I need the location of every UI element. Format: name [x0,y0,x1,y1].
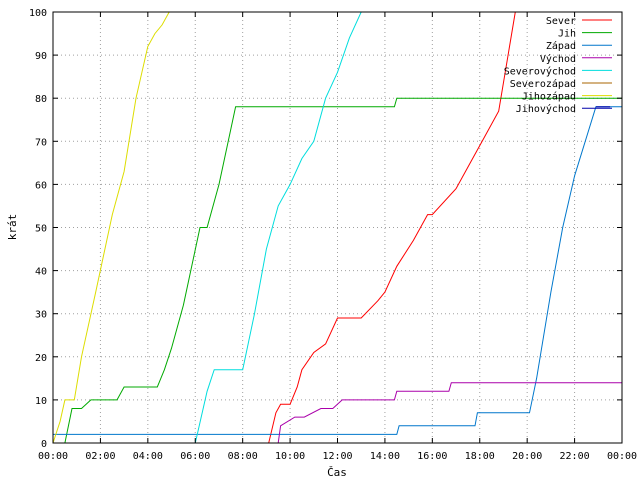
legend-label: Sever [546,16,576,27]
series-line-7 [52,11,622,444]
y-tick-label: 50 [35,224,47,235]
x-tick-label: 00:00 [607,451,637,462]
y-tick-label: 100 [29,8,47,19]
y-tick-label: 90 [35,51,47,62]
legend-label: Severozápad [510,78,576,90]
legend-label: Jihozápad [522,91,576,103]
series-layer [52,11,622,444]
x-tick-label: 08:00 [228,451,258,462]
x-tick-label: 14:00 [370,451,400,462]
y-tick-label: 80 [35,94,47,105]
x-tick-label: 00:00 [38,451,68,462]
y-tick-label: 60 [35,180,47,191]
x-tick-label: 02:00 [85,451,115,462]
y-tick-label: 10 [35,396,47,407]
x-tick-label: 12:00 [322,451,352,462]
ticks: 0 10 20 30 40 50 60 70 80 90 100 00:00 02:00 04:00 06:… [29,8,637,462]
series-line-5 [194,11,364,444]
y-axis-title: krát [6,214,19,241]
legend-label: Jihovýchod [516,103,576,115]
series-line-2 [53,97,622,444]
x-axis-title: Čas [327,466,347,479]
series-line-1 [268,11,516,444]
x-tick-label: 18:00 [465,451,495,462]
x-tick-label: 22:00 [560,451,590,462]
y-tick-label: 0 [41,439,47,450]
x-tick-label: 20:00 [512,451,542,462]
x-tick-label: 06:00 [180,451,210,462]
legend: Sever JihZápadVýchodSeverovýchodSeverozáp… [504,16,612,115]
grid [53,12,622,443]
y-tick-label: 30 [35,310,47,321]
y-tick-label: 20 [35,353,47,364]
y-tick-label: 70 [35,137,47,148]
series-line-4 [277,382,622,444]
x-tick-label: 10:00 [275,451,305,462]
legend-label: Jih [558,29,576,40]
y-tick-label: 40 [35,267,47,278]
x-tick-label: 04:00 [133,451,163,462]
legend-label: Západ [546,40,576,52]
legend-label: Severovýchod [504,65,576,77]
x-tick-label: 16:00 [417,451,447,462]
legend-label: Východ [540,53,576,65]
